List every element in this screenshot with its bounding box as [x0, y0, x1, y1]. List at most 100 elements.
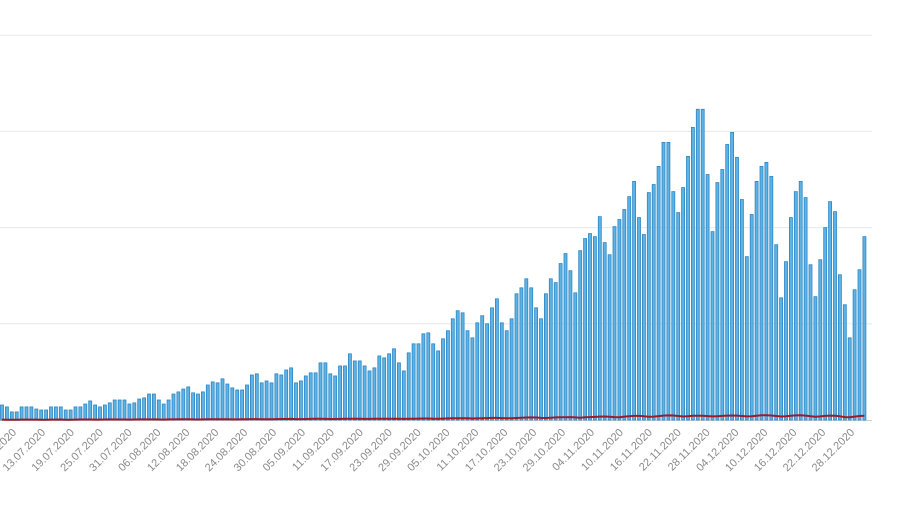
bar: [524, 278, 529, 421]
bar: [784, 261, 788, 421]
bar: [112, 399, 117, 421]
bar: [49, 406, 53, 421]
bar: [196, 393, 200, 421]
bar: [323, 362, 328, 421]
bar: [245, 384, 249, 421]
bar: [132, 402, 137, 421]
bar: [627, 196, 632, 421]
bar: [347, 353, 352, 421]
bar: [740, 199, 744, 421]
bar: [705, 174, 710, 421]
bar: [73, 406, 78, 421]
bar: [637, 217, 641, 421]
bar: [78, 406, 83, 421]
bar: [470, 337, 475, 421]
bar: [298, 380, 303, 421]
bar: [19, 406, 24, 421]
bar: [857, 269, 862, 421]
bar: [583, 238, 587, 421]
bar: [29, 406, 34, 421]
bar: [642, 234, 646, 421]
bar: [313, 372, 318, 421]
line-series: [1, 414, 865, 421]
bar: [450, 318, 455, 421]
bar: [406, 352, 411, 421]
bar: [764, 161, 769, 421]
bar: [852, 289, 857, 421]
bar: [519, 287, 524, 421]
bar: [700, 108, 705, 421]
bar: [460, 312, 465, 421]
bar: [833, 211, 837, 421]
bar: [842, 304, 847, 421]
bar: [455, 310, 460, 421]
bar: [622, 209, 627, 421]
bar: [445, 330, 450, 421]
bar: [715, 182, 720, 421]
bar: [573, 292, 578, 421]
bar: [333, 375, 338, 421]
bar: [539, 318, 543, 421]
bar: [490, 307, 494, 421]
bar: [362, 365, 367, 421]
bar: [465, 330, 470, 421]
bar: [607, 254, 612, 421]
bar: [103, 404, 107, 421]
bar: [210, 381, 215, 421]
bar: [710, 231, 715, 421]
bar: [529, 287, 534, 421]
bar: [666, 141, 671, 421]
bar: [318, 362, 323, 421]
bar: [759, 166, 764, 421]
bar: [161, 403, 166, 421]
bar: [725, 144, 730, 421]
bar: [176, 391, 181, 421]
bar: [671, 191, 676, 421]
bar: [617, 219, 622, 421]
bar: [695, 108, 700, 421]
bar: [563, 253, 568, 421]
bar: [828, 201, 832, 421]
bar: [504, 330, 509, 421]
bar: [401, 370, 406, 421]
bar: [847, 337, 852, 421]
bar: [294, 382, 298, 421]
bar: [387, 353, 392, 421]
bar: [156, 399, 161, 421]
bar: [151, 393, 156, 421]
bar: [54, 406, 58, 421]
bar: [215, 382, 220, 421]
bar: [39, 409, 44, 421]
bar: [392, 348, 396, 421]
bar: [735, 156, 739, 421]
line-path: [1, 414, 865, 421]
bar: [127, 403, 132, 421]
bar: [142, 397, 147, 421]
bar: [279, 374, 284, 421]
bar: [83, 403, 88, 421]
bar: [475, 322, 480, 421]
bar: [593, 236, 597, 421]
bar: [200, 391, 205, 421]
bar: [396, 362, 401, 421]
bar: [308, 372, 313, 421]
bar: [749, 214, 754, 421]
bar: [259, 382, 264, 421]
bar: [0, 404, 4, 421]
bar: [686, 156, 690, 421]
bar: [691, 126, 695, 421]
bar: [284, 369, 289, 421]
x-axis-tick-labels: 07.07.202013.07.202019.07.202025.07.2020…: [0, 427, 857, 474]
bar: [58, 406, 63, 421]
bar: [205, 384, 210, 421]
bar: [303, 375, 308, 421]
bar: [838, 274, 842, 421]
bar: [588, 233, 592, 421]
bar: [548, 278, 553, 421]
bar: [602, 242, 607, 421]
bar: [377, 355, 382, 421]
bar: [230, 387, 235, 421]
bar: [681, 187, 685, 421]
bar: [632, 181, 636, 421]
bar: [612, 226, 617, 421]
